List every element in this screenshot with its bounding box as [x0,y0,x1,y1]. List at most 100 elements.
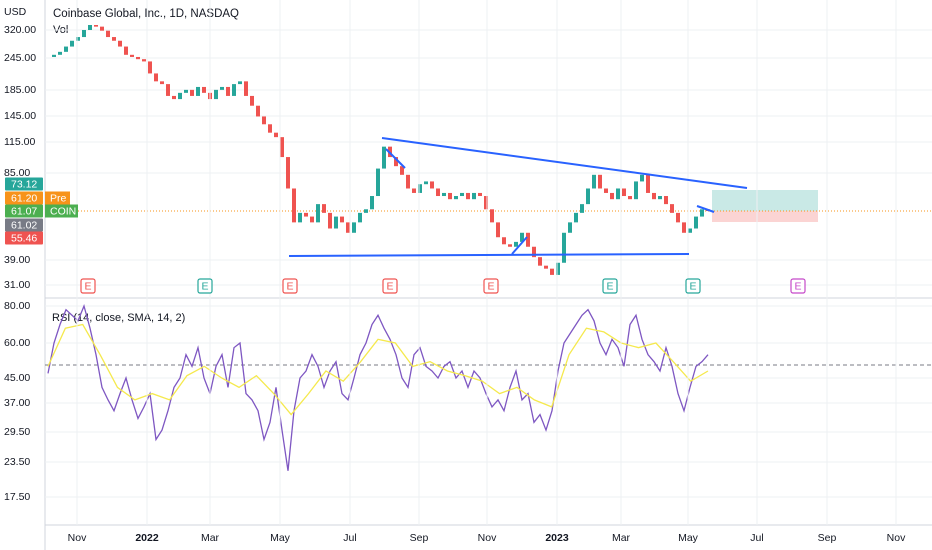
tag [45,191,70,205]
rsi-average [47,323,709,416]
earnings-marker [685,278,701,294]
candle [520,232,524,242]
rsi-label: 37.00 [4,397,30,409]
candle [442,192,446,197]
trendline-short [511,236,528,255]
candle [70,40,74,47]
candle [652,192,656,200]
earnings-label: E [286,280,293,292]
candle [448,192,452,200]
price-label: 245.00 [4,52,36,64]
candle [676,212,680,223]
tag [45,204,78,218]
earnings-marker [282,278,298,294]
candle [58,51,62,55]
time-label: Jul [343,532,356,544]
candle [694,216,698,229]
candle [364,209,368,213]
earnings-marker [790,278,806,294]
candle [64,46,68,52]
candle [94,24,98,27]
candle [160,81,164,85]
candle [460,192,464,197]
rsi-label: 23.50 [4,456,30,468]
rsi-label: 60.00 [4,337,30,349]
candle [274,132,278,138]
price-badge [5,177,43,191]
candle [82,30,86,38]
candle [484,196,488,210]
candle [646,174,650,193]
time-label: Jul [750,532,763,544]
candle [532,246,536,258]
candle [226,86,230,96]
candle [418,184,422,193]
candle [178,92,182,100]
time-label: Sep [410,532,429,544]
candle [334,216,338,229]
time-label: Nov [68,532,87,544]
candle [244,81,248,96]
candle [166,84,170,96]
price-label: 85.00 [4,167,30,179]
price-label: 115.00 [4,136,35,148]
candle [340,216,344,223]
candle [574,212,578,223]
candle [196,86,200,96]
earnings-marker [602,278,618,294]
price-badge-label: 61.20 [11,192,37,204]
candle [172,95,176,100]
time-label: Nov [887,532,906,544]
price-label: 320.00 [4,24,36,36]
time-label: Mar [612,532,631,544]
candle [430,181,434,189]
earnings-marker [483,278,499,294]
candle [466,192,470,200]
candle [598,174,602,189]
price-label: 185.00 [4,84,36,96]
earnings-label: E [689,280,696,292]
time-label: Sep [818,532,837,544]
earnings-label: E [487,280,494,292]
candle [514,241,518,247]
candle [622,188,626,197]
candle [352,222,356,233]
candle [478,192,482,197]
currency: USD [4,6,27,18]
trendline-short [696,205,715,213]
candle [184,89,188,93]
candle [472,192,476,200]
candle [658,196,662,200]
candle [544,265,548,269]
candle [118,40,122,47]
candle [670,204,674,213]
candle [76,37,80,41]
candle [394,157,398,167]
price-label: 145.00 [4,110,36,122]
candle [538,257,542,266]
candle [304,212,308,217]
candle [580,204,584,213]
price-badge-label: 61.02 [11,219,37,231]
rsi-title: RSI (14, close, SMA, 14, 2) [52,312,185,324]
time-label: May [678,532,699,544]
symbol-title: Coinbase Global, Inc., 1D, NASDAQ [53,8,239,20]
candle [688,228,692,233]
candle [220,86,224,90]
price-badge-label: 73.12 [11,178,37,190]
candle [310,216,314,223]
candle [454,196,458,200]
trendline-lower [288,253,690,257]
candle [586,188,590,205]
candle [382,146,386,169]
candle [634,181,638,200]
candle [496,222,500,238]
candle [154,73,158,82]
time-label: Mar [201,532,220,544]
candle [508,244,512,247]
rsi-label: 80.00 [4,300,30,312]
candle [358,212,362,223]
rsi-label: 29.50 [4,426,30,438]
candle [700,209,704,217]
